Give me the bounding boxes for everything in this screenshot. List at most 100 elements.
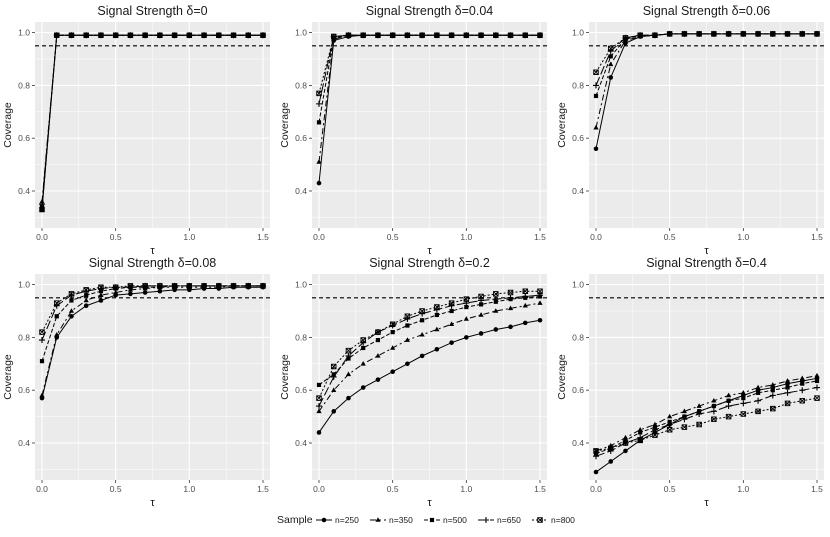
data-point [696,403,702,408]
data-point [784,400,791,407]
data-point [53,32,60,38]
y-axis-label: Coverage [556,354,568,400]
x-tick-label: 1.5 [534,232,546,242]
data-point [537,32,543,38]
data-point [345,352,352,359]
x-tick-label: 1.5 [534,484,546,494]
data-point [128,291,133,297]
panel-title: Signal Strength δ=0.08 [89,256,217,270]
data-point [449,340,454,345]
data-point [389,32,396,38]
data-point [740,411,747,417]
legend-marker [483,517,489,523]
y-tick-label: 1.0 [18,28,30,38]
data-point [316,180,322,186]
data-point [814,384,820,391]
data-point [230,32,237,38]
legend-marker [375,517,381,522]
legend-items: n=250 n=350 n=500 n=650 n=800 [316,515,575,525]
y-tick-label: 0.8 [295,80,307,90]
data-point [404,313,411,320]
data-point [83,297,89,303]
x-tick-label: 0.0 [313,232,325,242]
data-point [39,329,45,335]
data-point [770,388,775,393]
data-point [316,120,322,125]
x-axis-label: τ [150,497,155,509]
legend-label: n=650 [497,515,521,525]
data-point [522,302,528,308]
data-point [711,31,717,37]
data-point [463,32,470,38]
data-point [799,398,806,404]
data-point [755,408,761,415]
data-point [157,32,163,38]
data-point [478,312,484,317]
data-point [623,448,628,454]
legend-marker [429,517,435,523]
data-point [799,387,806,394]
y-tick-label: 0.6 [18,385,30,395]
series-line [595,375,818,452]
y-tick-label: 0.8 [572,80,584,90]
data-point [769,392,776,399]
data-point [112,32,119,38]
data-point [316,408,322,414]
data-point [390,369,395,375]
series-line [41,286,263,399]
data-point [448,300,455,306]
data-point [725,413,732,420]
data-point [127,283,134,289]
data-point [725,403,732,410]
x-tick-label: 1.5 [257,484,269,494]
data-point [666,427,673,433]
data-point [608,54,613,59]
data-point [345,32,352,38]
panel-title: Signal Strength δ=0.4 [646,256,767,270]
data-point [54,331,60,337]
data-point [814,378,820,384]
data-point [39,206,45,213]
panel-title: Signal Strength δ=0.04 [366,4,494,18]
panel-4: 0.0 0.5 1.0 1.5 0.4 0.6 0.8 1.0 Signal Strength … [2,256,270,509]
x-tick-label: 0.0 [313,484,325,494]
data-point [478,293,484,300]
data-point [69,313,74,319]
y-axis-label: Coverage [2,354,14,400]
x-axis-label: τ [704,245,709,257]
data-point [330,363,337,370]
data-point [361,345,366,351]
y-tick-label: 1.0 [295,28,307,38]
data-point [346,395,351,401]
data-point [508,324,513,330]
x-tick-label: 0.0 [590,232,602,242]
x-tick-label: 1.5 [811,232,823,242]
data-point [260,283,266,289]
data-point [784,389,791,396]
data-point [84,293,89,298]
x-tick-label: 0.0 [36,484,48,494]
data-point [725,31,732,37]
series-line [318,319,541,433]
data-point [608,61,614,67]
data-point [53,300,60,306]
data-point [607,45,614,52]
data-point [434,346,440,352]
panel-title: Signal Strength δ=0 [97,4,207,18]
data-point [784,378,791,383]
data-point [54,314,59,319]
data-point [710,408,717,415]
data-point [755,384,761,390]
data-point [607,445,614,452]
data-point [420,318,425,323]
data-point [330,33,337,40]
series-line [595,377,818,473]
data-point [216,283,222,289]
data-point [448,32,455,38]
data-point [404,32,411,38]
x-tick-label: 0.0 [36,232,48,242]
data-point [360,385,366,390]
data-point [770,405,776,412]
series-line [595,33,817,73]
y-tick-label: 0.6 [295,133,307,143]
